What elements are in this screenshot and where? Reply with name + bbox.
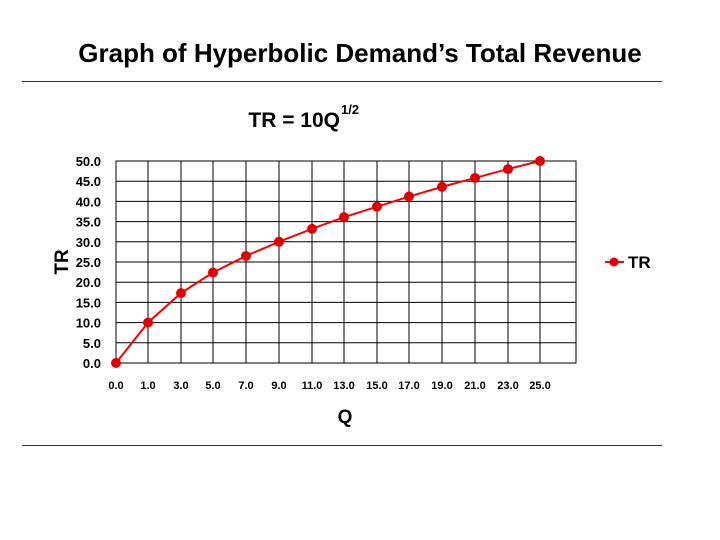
y-tick-label: 40.0 bbox=[76, 194, 101, 209]
chart-title-superscript: 1/2 bbox=[341, 102, 359, 117]
y-tick-label: 35.0 bbox=[76, 215, 101, 230]
data-point bbox=[111, 358, 121, 368]
x-tick-label: 25.0 bbox=[529, 380, 550, 392]
data-point bbox=[274, 236, 284, 247]
series-line-tr bbox=[115, 160, 541, 364]
data-point bbox=[437, 181, 447, 192]
data-point bbox=[339, 212, 349, 223]
y-tick-label: 45.0 bbox=[76, 174, 101, 189]
legend-label: TR bbox=[628, 253, 651, 272]
x-tick-label: 17.0 bbox=[398, 380, 419, 392]
data-point bbox=[143, 317, 153, 328]
gridlines bbox=[115, 160, 576, 364]
data-point bbox=[503, 164, 513, 175]
data-point bbox=[535, 156, 545, 166]
x-tick-label: 13.0 bbox=[333, 380, 354, 392]
legend-marker bbox=[609, 257, 619, 267]
slide-title: Graph of Hyperbolic Demand’s Total Reven… bbox=[78, 38, 642, 68]
data-point bbox=[404, 191, 414, 202]
data-point bbox=[372, 201, 382, 212]
x-tick-label: 1.0 bbox=[140, 380, 155, 392]
data-point bbox=[241, 250, 251, 261]
x-tick-label: 23.0 bbox=[497, 380, 518, 392]
y-tick-label: 25.0 bbox=[76, 255, 101, 270]
series-layer bbox=[111, 156, 545, 368]
y-tick-label: 20.0 bbox=[76, 275, 101, 290]
footer-divider bbox=[22, 445, 662, 446]
title-divider bbox=[22, 81, 662, 82]
y-tick-label: 30.0 bbox=[76, 235, 101, 250]
x-tick-label: 5.0 bbox=[205, 380, 220, 392]
data-point bbox=[208, 267, 218, 278]
y-tick-label: 10.0 bbox=[76, 316, 101, 331]
x-tick-label: 21.0 bbox=[464, 380, 485, 392]
x-tick-label: 11.0 bbox=[302, 380, 323, 392]
y-tick-label: 0.0 bbox=[83, 356, 101, 371]
x-tick-label: 3.0 bbox=[173, 380, 188, 392]
y-axis-ticks: 0.0 5.0 10.0 15.0 20.0 25.0 30.0 35.0 40.0 45.0 50… bbox=[76, 154, 101, 371]
y-tick-label: 5.0 bbox=[83, 336, 101, 351]
y-axis-label: TR bbox=[52, 249, 73, 275]
x-tick-label: 7.0 bbox=[238, 380, 253, 392]
chart-title: TR = 10Q bbox=[248, 109, 340, 132]
y-tick-label: 15.0 bbox=[76, 295, 101, 310]
data-point bbox=[307, 223, 317, 234]
x-tick-label: 9.0 bbox=[271, 380, 286, 392]
x-tick-label: 19.0 bbox=[431, 380, 452, 392]
data-point bbox=[470, 172, 480, 183]
data-point bbox=[176, 288, 186, 299]
x-tick-label: 0.0 bbox=[108, 380, 123, 392]
x-tick-label: 15.0 bbox=[366, 380, 387, 392]
x-axis-label: Q bbox=[338, 407, 353, 428]
legend: TR bbox=[605, 253, 651, 272]
y-tick-label: 50.0 bbox=[76, 154, 101, 169]
x-axis-ticks: 0.0 1.0 3.0 5.0 7.0 9.0 11.0 13.0 15.0 17.0 19.0 21… bbox=[108, 380, 550, 392]
